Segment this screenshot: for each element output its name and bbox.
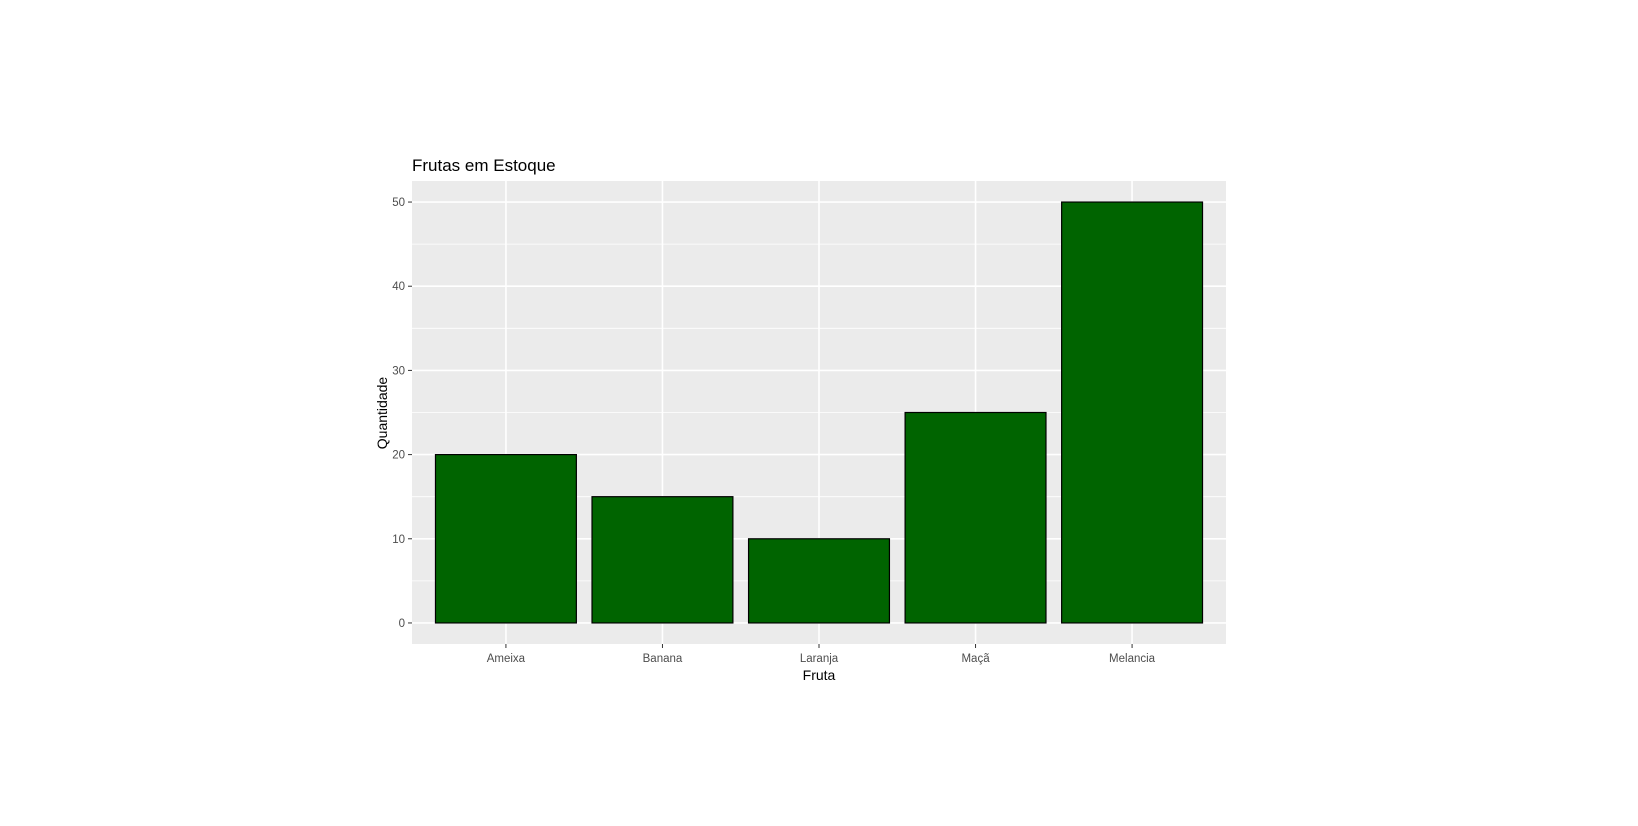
y-tick-label: 20 bbox=[392, 450, 405, 462]
y-tick-label: 50 bbox=[392, 197, 405, 209]
x-axis-title: Fruta bbox=[803, 667, 836, 683]
bar-laranja bbox=[747, 538, 891, 624]
y-axis-title: Quantidade bbox=[374, 377, 390, 450]
x-axis: Ameixa Banana Laranja Maçã Melancia bbox=[487, 644, 1156, 665]
bar-melancia bbox=[1061, 201, 1204, 624]
bar-maçã bbox=[904, 411, 1047, 624]
y-tick-label: 40 bbox=[392, 281, 405, 293]
x-tick-label: Ameixa bbox=[487, 653, 526, 665]
x-tick-label: Melancia bbox=[1109, 653, 1156, 665]
x-tick-label: Banana bbox=[643, 653, 683, 665]
x-tick-label: Maçã bbox=[961, 653, 990, 665]
y-tick-label: 30 bbox=[392, 365, 405, 377]
bar-ameixa bbox=[434, 453, 577, 624]
chart-title: Frutas em Estoque bbox=[412, 156, 556, 175]
bars bbox=[434, 201, 1204, 624]
y-tick-label: 10 bbox=[392, 534, 405, 546]
x-tick-label: Laranja bbox=[800, 653, 839, 665]
bar-banana bbox=[591, 496, 734, 624]
y-tick-label: 0 bbox=[399, 618, 405, 630]
y-axis: 0 10 20 30 40 50 bbox=[392, 197, 412, 630]
